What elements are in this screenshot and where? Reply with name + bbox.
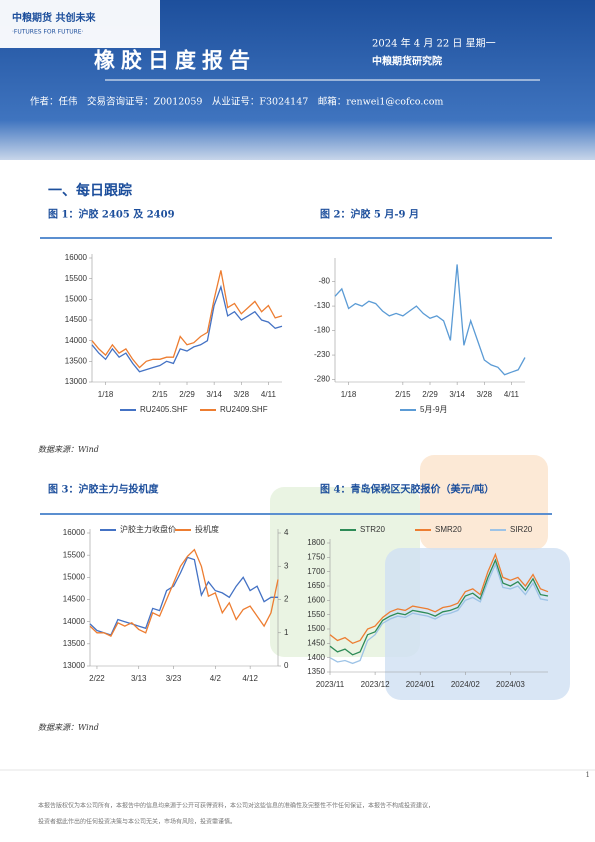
x-tick-label: 2/15	[395, 390, 411, 399]
x-tick-label: 2/22	[89, 674, 105, 683]
y-tick-label: 15000	[63, 572, 86, 581]
y-tick-label: 1650	[307, 581, 325, 590]
report-title: 橡胶日度报告	[94, 48, 256, 73]
y-tick-label: 13500	[65, 356, 88, 365]
x-tick-label: 3/14	[206, 390, 222, 399]
y-tick-label: 15000	[65, 294, 88, 303]
x-tick-label: 1/18	[341, 390, 357, 399]
legend-label: 沪胶主力收盘价	[120, 524, 176, 534]
y-tick-label: -130	[314, 301, 331, 310]
x-tick-label: 2/29	[422, 390, 438, 399]
y-tick-label: 14000	[63, 617, 86, 626]
y-tick-label: 1550	[307, 610, 325, 619]
x-tick-label: 1/18	[98, 390, 114, 399]
x-tick-label: 2/15	[152, 390, 168, 399]
y-tick-label: -280	[314, 375, 331, 384]
series-line	[329, 552, 549, 645]
x-tick-label: 4/2	[210, 674, 222, 683]
legend-label: 5月-9月	[420, 405, 448, 414]
figure-title: 图 3：沪胶主力与投机度	[48, 483, 159, 496]
source: 数据来源：Wind	[38, 445, 99, 454]
x-tick-label: 3/23	[166, 674, 182, 683]
y-tick-label: -80	[318, 277, 330, 286]
author-line: 作者：任伟 交易咨询证号：Z0012059 从业证号：F3024147 邮箱：r…	[30, 96, 443, 108]
x-tick-label: 3/28	[476, 390, 492, 399]
y-tick-label: 1800	[307, 538, 325, 547]
y-tick-label: 1450	[307, 638, 325, 647]
logo-sub: ·FUTURES FOR FUTURE·	[12, 29, 84, 36]
x-tick-label: 2/29	[179, 390, 195, 399]
decor-blue	[385, 548, 570, 700]
y2-tick-label: 4	[284, 528, 289, 537]
legend-label: RU2409.SHF	[220, 405, 268, 414]
y2-tick-label: 3	[284, 561, 289, 570]
y-tick-label: 1750	[307, 552, 325, 561]
y-tick-label: 15500	[63, 550, 86, 559]
x-tick-label: 4/11	[261, 390, 277, 399]
x-tick-label: 4/12	[242, 674, 258, 683]
x-tick-label: 2024/02	[451, 680, 480, 689]
y-tick-label: 1400	[307, 653, 325, 662]
legend-label: 投机度	[195, 524, 219, 534]
y-tick-label: 1350	[307, 667, 325, 676]
decor-green	[270, 487, 420, 657]
x-tick-label: 3/14	[449, 390, 465, 399]
series-line	[89, 556, 278, 636]
figure-title: 图 4：青岛保税区天胶报价（美元/吨）	[320, 483, 494, 496]
y-tick-label: 14000	[65, 336, 88, 345]
report-date: 2024 年 4 月 22 日 星期一	[372, 37, 496, 50]
y-tick-label: 15500	[65, 274, 88, 283]
y-tick-label: 14500	[63, 595, 86, 604]
y-tick-label: 1700	[307, 567, 325, 576]
logo: 中粮期货 共创未来	[12, 11, 96, 24]
decor-orange	[420, 455, 548, 550]
y2-tick-label: 2	[284, 595, 289, 604]
series-line	[329, 558, 549, 656]
logo-box	[0, 0, 160, 48]
institute: 中粮期货研究院	[372, 55, 442, 68]
section-title: 一、每日跟踪	[48, 182, 132, 199]
y-tick-label: 13000	[63, 661, 86, 670]
x-tick-label: 4/11	[504, 390, 520, 399]
series-line	[91, 270, 283, 369]
x-tick-label: 3/28	[233, 390, 249, 399]
y2-tick-label: 0	[284, 661, 289, 670]
y2-tick-label: 1	[284, 628, 289, 637]
y-tick-label: 13500	[63, 639, 86, 648]
disclaimer: 投资者据此作出的任何投资决策与本公司无关，市场有风险，投资需谨慎。	[38, 818, 236, 826]
series-line	[334, 264, 526, 376]
x-tick-label: 2024/01	[406, 680, 435, 689]
y-tick-label: 1600	[307, 595, 325, 604]
y-tick-label: -180	[314, 326, 331, 335]
page-number: 1	[586, 771, 590, 779]
y-tick-label: 1500	[307, 624, 325, 633]
series-line	[91, 284, 283, 373]
legend-label: RU2405.SHF	[140, 405, 188, 414]
y-tick-label: 16000	[65, 253, 88, 262]
legend-label: SIR20	[510, 525, 533, 534]
figure-title: 图 2：沪胶 5 月-9 月	[320, 208, 419, 221]
source: 数据来源：Wind	[38, 723, 99, 732]
legend-label: STR20	[360, 525, 385, 534]
x-tick-label: 2023/12	[361, 680, 390, 689]
x-tick-label: 3/13	[131, 674, 147, 683]
y-tick-label: -230	[314, 350, 331, 359]
x-tick-label: 2024/03	[496, 680, 525, 689]
y-tick-label: 13000	[65, 377, 88, 386]
disclaimer: 本报告版权仅为本公司所有，本报告中的信息均来源于公开可获得资料，本公司对这些信息…	[38, 802, 434, 810]
series-line	[329, 562, 549, 665]
figure-title: 图 1：沪胶 2405 及 2409	[48, 208, 175, 221]
series-line	[89, 548, 279, 637]
legend-label: SMR20	[435, 525, 462, 534]
y-tick-label: 14500	[65, 315, 88, 324]
y-tick-label: 16000	[63, 528, 86, 537]
x-tick-label: 2023/11	[316, 680, 345, 689]
